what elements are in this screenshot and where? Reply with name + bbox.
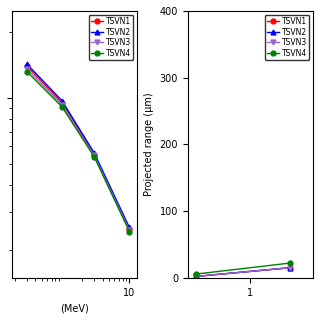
Line: TSVN4: TSVN4 bbox=[24, 69, 132, 234]
Line: TSVN2: TSVN2 bbox=[193, 265, 292, 279]
TSVN1 bbox=[127, 228, 131, 231]
TSVN2 bbox=[194, 275, 197, 278]
Line: TSVN2: TSVN2 bbox=[24, 61, 132, 230]
Legend: TSVN1, TSVN2, TSVN3, TSVN4: TSVN1, TSVN2, TSVN3, TSVN4 bbox=[265, 15, 309, 60]
Line: TSVN3: TSVN3 bbox=[193, 265, 292, 279]
TSVN2 bbox=[60, 99, 64, 103]
TSVN4 bbox=[194, 272, 197, 276]
TSVN4 bbox=[92, 155, 96, 159]
TSVN2 bbox=[25, 62, 29, 66]
TSVN4 bbox=[288, 261, 292, 265]
TSVN3 bbox=[60, 103, 64, 107]
Line: TSVN1: TSVN1 bbox=[193, 265, 292, 279]
X-axis label: (MeV): (MeV) bbox=[60, 303, 89, 313]
TSVN2 bbox=[288, 266, 292, 270]
TSVN3 bbox=[25, 67, 29, 71]
TSVN4 bbox=[127, 230, 131, 234]
TSVN3 bbox=[288, 266, 292, 270]
TSVN1 bbox=[288, 266, 292, 270]
Line: TSVN4: TSVN4 bbox=[193, 261, 292, 276]
Line: TSVN1: TSVN1 bbox=[24, 63, 132, 232]
TSVN4 bbox=[25, 69, 29, 73]
Line: TSVN3: TSVN3 bbox=[24, 66, 132, 233]
TSVN2 bbox=[127, 226, 131, 229]
TSVN1 bbox=[194, 275, 197, 278]
Y-axis label: Projected range (μm): Projected range (μm) bbox=[144, 92, 154, 196]
TSVN1 bbox=[60, 101, 64, 105]
TSVN3 bbox=[194, 275, 197, 278]
TSVN2 bbox=[92, 151, 96, 155]
TSVN4 bbox=[60, 105, 64, 109]
Legend: TSVN1, TSVN2, TSVN3, TSVN4: TSVN1, TSVN2, TSVN3, TSVN4 bbox=[89, 15, 133, 60]
TSVN3 bbox=[127, 228, 131, 232]
TSVN1 bbox=[25, 64, 29, 68]
TSVN3 bbox=[92, 154, 96, 157]
TSVN1 bbox=[92, 153, 96, 156]
